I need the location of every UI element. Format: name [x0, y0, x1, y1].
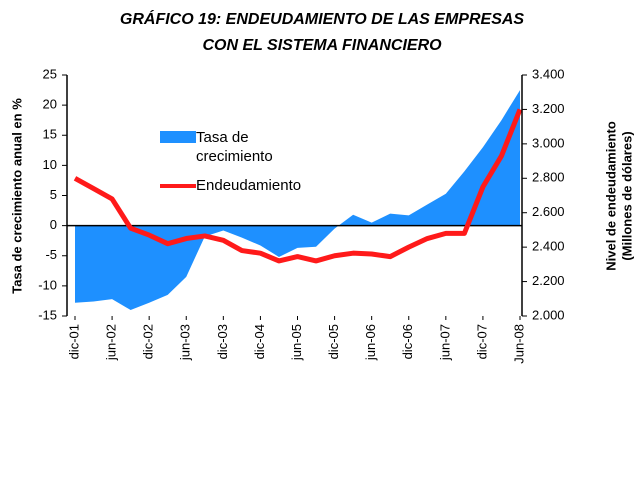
x-tick-label: dic-07: [474, 324, 489, 359]
y-tick-label: 15: [43, 127, 57, 142]
y-axis-title: Tasa de crecimiento anual en %: [9, 98, 24, 294]
y-tick-label: 5: [50, 187, 57, 202]
legend-label: Tasa de crecimiento: [196, 129, 273, 165]
y2-tick-label: 2.600: [532, 204, 565, 219]
x-tick-label: jun-06: [363, 324, 378, 361]
chart-title: GRÁFICO 19: ENDEUDAMIENTO DE LAS EMPRESA…: [120, 9, 525, 28]
x-tick-label: jun-02: [104, 324, 119, 361]
y-tick-label: 10: [43, 157, 57, 172]
y-tick-label: 20: [43, 97, 57, 112]
x-tick-label: dic-06: [400, 324, 415, 359]
legend: Tasa de crecimiento Endeudamiento: [160, 128, 306, 195]
y-tick-label: 25: [43, 66, 57, 81]
y2-tick-label: 2.000: [532, 307, 565, 322]
y-tick-label: -10: [38, 277, 57, 292]
x-tick-label: jun-03: [178, 324, 193, 361]
x-tick-label: dic-01: [66, 324, 81, 359]
y2-tick-label: 3.200: [532, 101, 565, 116]
x-tick-label: Jun-08: [511, 324, 526, 364]
x-tick-label: dic-05: [326, 324, 341, 359]
y2-axis-title: Nivel de endeudamiento: [603, 121, 618, 271]
y-tick-label: 0: [50, 217, 57, 232]
y2-tick-label: 3.000: [532, 135, 565, 150]
x-tick-label: dic-04: [252, 324, 267, 359]
x-tick-label: jun-07: [437, 324, 452, 361]
y2-tick-label: 2.800: [532, 170, 565, 185]
y-tick-label: -15: [38, 307, 57, 322]
y-tick-label: -5: [45, 247, 57, 262]
x-tick-label: dic-02: [141, 324, 156, 359]
y2-tick-label: 3.400: [532, 66, 565, 81]
legend-label: Endeudamiento: [196, 177, 302, 194]
legend-swatch: [160, 183, 196, 188]
legend-item: Endeudamiento: [160, 176, 306, 195]
chart-title: CON EL SISTEMA FINANCIERO: [202, 37, 442, 54]
x-tick-label: jun-05: [289, 324, 304, 361]
legend-item: Tasa de crecimiento: [160, 128, 306, 166]
x-tick-label: dic-03: [215, 324, 230, 359]
legend-swatch: [160, 131, 196, 143]
line: [73, 108, 523, 264]
y2-axis-title: (Millones de dólares): [619, 131, 634, 260]
area: [75, 90, 520, 310]
y2-tick-label: 2.400: [532, 239, 565, 254]
y2-tick-label: 2.200: [532, 273, 565, 288]
